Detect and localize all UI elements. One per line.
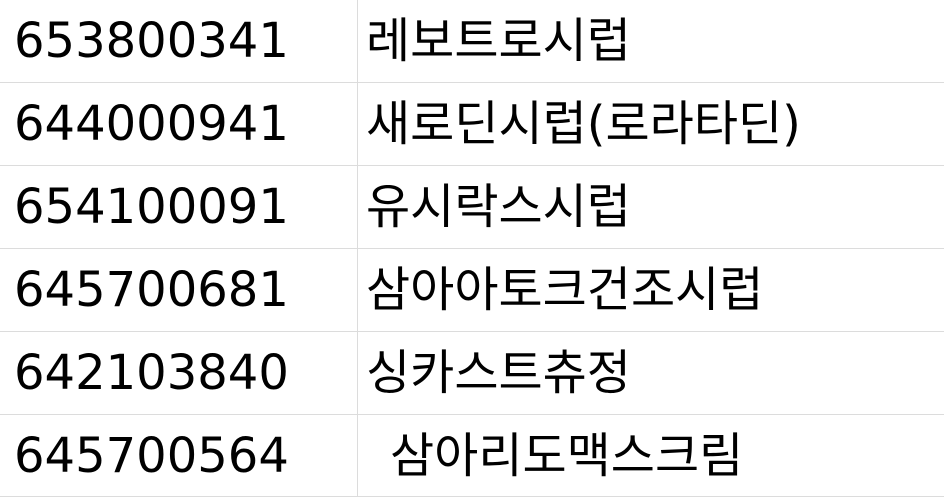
product-code-cell[interactable]: 642103840 bbox=[14, 345, 289, 401]
product-name-cell[interactable]: 유시락스시럽 bbox=[366, 179, 631, 235]
table-row[interactable]: 645700681 삼아아토크건조시럽 bbox=[0, 249, 944, 332]
product-code-cell[interactable]: 654100091 bbox=[14, 179, 289, 235]
product-name-cell[interactable]: 싱카스트츄정 bbox=[366, 345, 631, 401]
product-name-cell[interactable]: 새로딘시럽(로라타딘) bbox=[366, 96, 801, 152]
table-row[interactable]: 645700564 삼아리도맥스크림 bbox=[0, 415, 944, 497]
table-row[interactable]: 642103840 싱카스트츄정 bbox=[0, 332, 944, 415]
product-code-cell[interactable]: 644000941 bbox=[14, 96, 289, 152]
table-row[interactable]: 644000941 새로딘시럽(로라타딘) bbox=[0, 83, 944, 166]
product-name-cell[interactable]: 삼아리도맥스크림 bbox=[390, 428, 744, 484]
product-name-cell[interactable]: 삼아아토크건조시럽 bbox=[366, 262, 764, 318]
product-code-cell[interactable]: 645700564 bbox=[14, 428, 289, 484]
product-code-cell[interactable]: 653800341 bbox=[14, 13, 289, 69]
table-row[interactable]: 654100091 유시락스시럽 bbox=[0, 166, 944, 249]
product-name-cell[interactable]: 레보트로시럽 bbox=[366, 13, 631, 69]
table-row[interactable]: 653800341 레보트로시럽 bbox=[0, 0, 944, 83]
product-code-cell[interactable]: 645700681 bbox=[14, 262, 289, 318]
